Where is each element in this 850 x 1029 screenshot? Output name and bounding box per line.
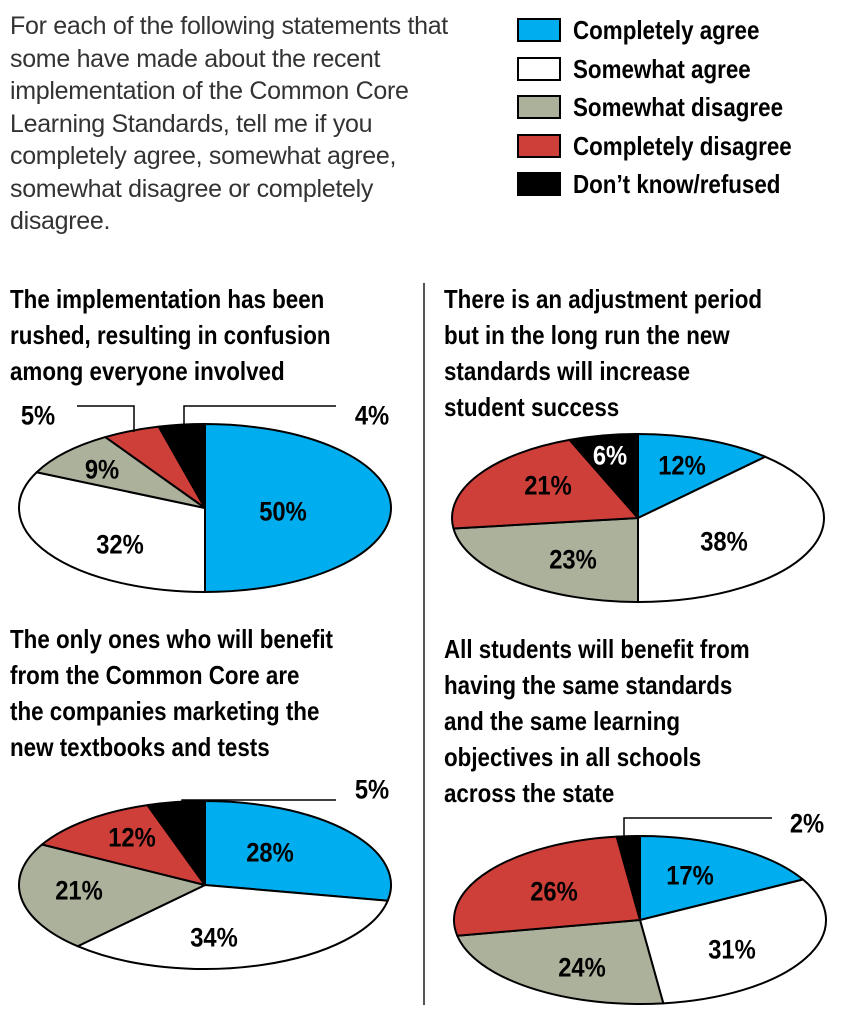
data-label: 12%: [108, 823, 156, 853]
pie-slice-dont-know: [615, 834, 641, 921]
intro-line: some have made about the recent: [10, 44, 381, 73]
chart-title-all-students: All students will benefit from having th…: [444, 631, 750, 811]
pie-slice-somewhat-agree: [76, 884, 389, 970]
pie-chart-1: 50% 32% 9% 5% 4%: [18, 401, 392, 593]
chart-title-line: among everyone involved: [10, 356, 285, 386]
intro-line: implementation of the Common Core: [10, 77, 409, 105]
data-label: 38%: [700, 527, 748, 557]
legend-swatch: [517, 133, 561, 158]
legend-label: Don’t know/refused: [573, 169, 781, 200]
legend-label: Completely disagree: [573, 130, 792, 161]
data-label: 21%: [524, 471, 572, 501]
chart-title-line: rushed, resulting in confusion: [10, 320, 331, 350]
chart-title-line: but in the long run the new: [444, 320, 730, 350]
data-label: 5%: [21, 401, 55, 431]
data-label: 31%: [708, 935, 756, 965]
pie-slice-dont-know: [157, 423, 206, 509]
legend-label: Completely agree: [573, 15, 760, 45]
pie-slice-somewhat-disagree: [452, 517, 639, 603]
column-divider: [423, 283, 425, 1005]
leader-line: [623, 817, 772, 836]
legend-swatch: [517, 18, 561, 42]
data-label: 2%: [790, 809, 824, 839]
pie-slice-somewhat-disagree: [18, 843, 206, 948]
chart-title-line: standards will increase: [444, 356, 691, 386]
chart-title-line: There is an adjustment period: [444, 284, 763, 314]
data-label: 6%: [593, 441, 627, 471]
data-label: 12%: [658, 451, 706, 481]
chart-title-companies: The only ones who will benefit from the …: [10, 621, 333, 765]
intro-line: completely agree, somewhat agree,: [10, 142, 397, 170]
chart-title-line: the companies marketing the: [10, 696, 320, 726]
data-label: 5%: [355, 775, 389, 805]
intro-line: somewhat disagree or completely: [10, 174, 374, 203]
chart-title-line: across the state: [444, 778, 615, 808]
chart-title-line: new textbooks and tests: [10, 732, 270, 762]
data-label: 17%: [666, 861, 714, 891]
chart-title-line: The implementation has been: [10, 284, 325, 314]
chart-title-line: from the Common Core are: [10, 660, 300, 690]
data-label: 50%: [259, 497, 307, 527]
leader-line: [183, 405, 336, 428]
pie-chart-2: 12% 38% 23% 21% 6%: [451, 433, 825, 603]
legend-label: Somewhat disagree: [573, 92, 784, 123]
chart-title-line: All students will benefit from: [444, 634, 750, 664]
data-label: 32%: [96, 530, 144, 560]
chart-title-line: having the same standards: [444, 670, 733, 700]
data-label: 34%: [190, 923, 238, 953]
pie-slice-completely-disagree: [41, 804, 206, 886]
pie-slice-completely-agree: [637, 433, 767, 519]
pie-chart-3: 28% 34% 21%12% 5%: [18, 775, 392, 970]
data-label: 26%: [530, 877, 578, 907]
intro-line: Learning Standards, tell me if you: [10, 109, 373, 138]
pie-slice-somewhat-agree: [639, 878, 827, 1005]
chart-title-rushed: The implementation has been rushed, resu…: [10, 281, 331, 389]
data-label: 28%: [246, 838, 294, 868]
pie-slice-somewhat-disagree: [456, 919, 665, 1006]
intro-line: disagree.: [10, 207, 111, 235]
pie-slice-dont-know: [568, 433, 639, 519]
pie-slice-completely-agree: [639, 835, 804, 921]
chart-title-line: objectives in all schools: [444, 742, 702, 772]
pie-slice-completely-disagree: [451, 438, 639, 530]
legend-label: Somewhat agree: [573, 53, 751, 84]
chart-title-line: The only ones who will benefit: [10, 624, 333, 654]
pie-slice-dont-know: [146, 800, 206, 886]
pie-slice-completely-agree: [204, 423, 392, 593]
legend-swatch: [517, 95, 561, 120]
data-label: 4%: [355, 401, 389, 431]
data-label: 23%: [549, 545, 597, 575]
data-label: 24%: [558, 953, 606, 983]
chart-title-adjustment: There is an adjustment period but in the…: [444, 281, 762, 425]
pie-slice-somewhat-disagree: [35, 436, 206, 509]
data-label: 9%: [85, 455, 119, 485]
leader-line: [77, 405, 135, 432]
leader-line: [181, 799, 336, 803]
data-label: 21%: [55, 876, 103, 906]
chart-title-line: student success: [444, 392, 620, 422]
pie-slice-somewhat-agree: [18, 471, 206, 593]
intro-line: For each of the following statements tha…: [10, 12, 448, 40]
pie-slice-somewhat-agree: [637, 455, 825, 603]
intro-question: For each of the following statements tha…: [10, 10, 490, 238]
pie-chart-4: 17% 31% 24% 26% 2%: [453, 809, 827, 1006]
legend-swatch: [517, 56, 561, 81]
chart-title-line: and the same learning: [444, 706, 681, 736]
pie-slice-completely-agree: [204, 800, 392, 902]
pie-slice-completely-disagree: [453, 835, 641, 937]
legend-swatch: [517, 172, 561, 197]
